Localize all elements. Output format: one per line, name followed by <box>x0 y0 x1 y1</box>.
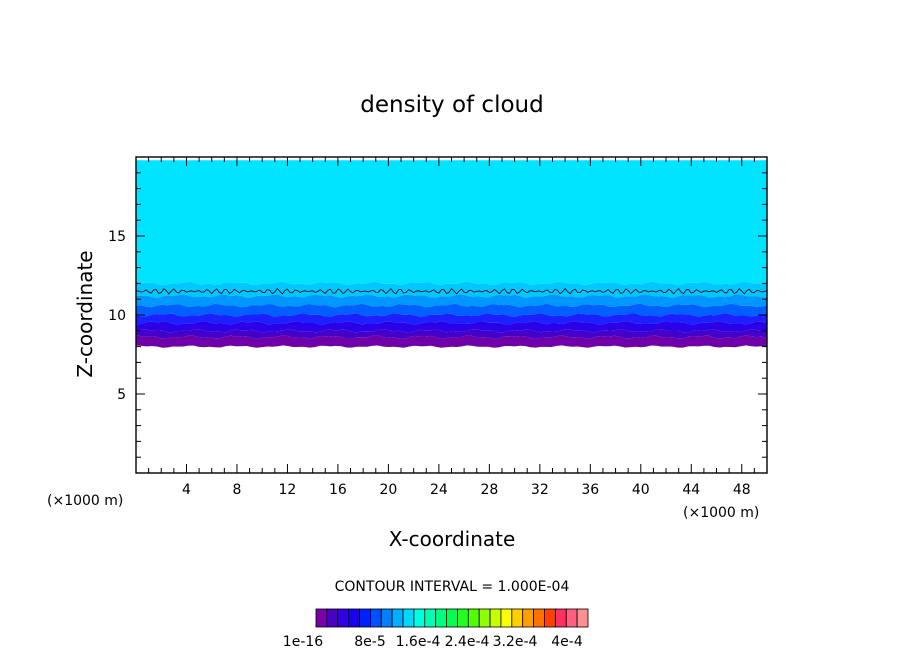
colorbar-label: 1e-16 <box>283 634 323 650</box>
contour-line <box>135 287 767 295</box>
x-tick-label: 24 <box>430 482 448 498</box>
y-tick-label: 5 <box>117 387 126 403</box>
contour-interval: CONTOUR INTERVAL = 1.000E-04 <box>335 579 570 595</box>
colorbar-swatch <box>478 608 491 628</box>
x-tick-label: 32 <box>531 482 549 498</box>
x-tick-label: 16 <box>329 482 347 498</box>
colorbar-swatch <box>565 608 578 628</box>
colorbar-swatch <box>391 608 404 628</box>
colorbar-swatch <box>467 608 480 628</box>
density-layer <box>136 160 767 286</box>
x-tick-label: 36 <box>581 482 599 498</box>
x-tick-label: 48 <box>733 482 751 498</box>
colorbar-swatch <box>315 608 328 628</box>
colorbar-label: 4e-4 <box>551 634 583 650</box>
colorbar-swatch <box>413 608 426 628</box>
density-layer <box>136 335 767 348</box>
colorbar-label: 3.2e-4 <box>493 634 538 650</box>
colorbar-swatch <box>489 608 502 628</box>
colorbar-swatch <box>348 608 360 628</box>
colorbar-swatch <box>380 608 393 628</box>
colorbar-swatch <box>533 608 545 628</box>
colorbar-swatch <box>369 608 382 628</box>
colorbar-swatch <box>359 608 371 628</box>
x-unit-right: (×1000 m) <box>683 505 759 521</box>
colorbar-swatch <box>554 608 567 628</box>
x-tick-label: 28 <box>480 482 498 498</box>
x-tick-label: 40 <box>632 482 650 498</box>
colorbar-swatch <box>337 608 350 628</box>
colorbar-swatch <box>446 608 458 628</box>
density-layer <box>136 294 767 308</box>
y-tick-label: 10 <box>108 308 126 324</box>
x-axis-title: X-coordinate <box>389 527 516 551</box>
colorbar-swatch <box>522 608 534 628</box>
colorbar-swatch <box>500 608 513 628</box>
y-tick-label: 15 <box>108 229 126 245</box>
density-layer <box>136 281 767 298</box>
density-layer <box>136 321 767 333</box>
colorbar-label: 1.6e-4 <box>396 634 441 650</box>
colorbar-swatch <box>326 608 339 628</box>
density-layer <box>136 329 767 339</box>
colorbar-label: 2.4e-4 <box>445 634 490 650</box>
x-tick-label: 44 <box>682 482 700 498</box>
x-tick-label: 20 <box>379 482 397 498</box>
x-tick-label: 4 <box>182 482 191 498</box>
colorbar-label: 8e-5 <box>354 634 385 650</box>
colorbar-swatch <box>402 608 415 628</box>
colorbar-swatch <box>511 608 524 628</box>
colorbar-swatch <box>435 608 447 628</box>
density-layer <box>136 313 767 325</box>
x-tick-label: 12 <box>279 482 297 498</box>
colorbar-swatch <box>457 608 469 628</box>
chart-title: density of cloud <box>360 92 543 118</box>
y-ticks: 5 10 15 <box>108 172 767 458</box>
x-unit-left: (×1000 m) <box>47 493 123 509</box>
colorbar: 1e-16 8e-5 1.6e-4 2.4e-4 3.2e-4 4e-4 <box>283 608 589 650</box>
density-layer <box>136 303 767 317</box>
colorbar-swatch <box>544 608 556 628</box>
x-tick-label: 8 <box>232 482 241 498</box>
y-axis-title: Z-coordinate <box>73 250 97 377</box>
x-ticks: 4 8 12 16 20 24 28 32 36 40 44 48 <box>148 157 755 498</box>
colorbar-swatch <box>576 608 589 628</box>
colorbar-swatch <box>424 608 437 628</box>
